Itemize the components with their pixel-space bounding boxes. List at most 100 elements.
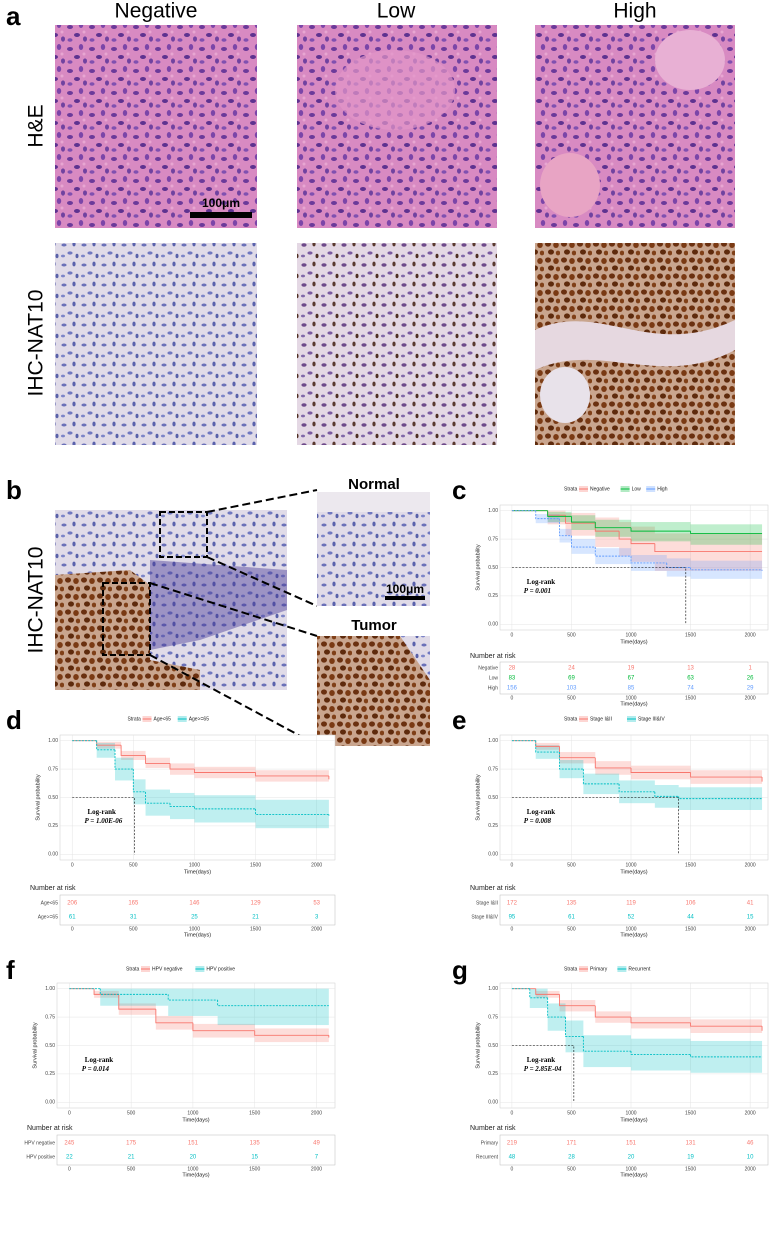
x-axis-label: Time(days) [620,1172,647,1178]
risk-row-label: Primary [481,1140,499,1146]
risk-count: 219 [507,1141,518,1147]
x-axis-label: Time(days) [620,932,647,938]
risk-table [59,894,336,926]
panel-label: c [452,475,466,505]
survival-step [167,994,218,1001]
survival-step [654,543,691,553]
x-tick-label: 2000 [745,632,756,638]
confidence-band [690,533,763,571]
x-tick-label: 1500 [685,1110,696,1116]
confidence-band [96,742,115,758]
survival-step [630,556,667,564]
zoom-box [159,511,208,558]
y-tick-label: 0.75 [488,536,498,542]
risk-count: 151 [188,1141,199,1147]
y-tick-label: 1.00 [488,986,498,992]
tumor-region [55,570,200,690]
risk-count: 165 [128,901,139,907]
survival-step [690,531,763,534]
risk-count: 69 [568,676,575,682]
legend-label: Primary [590,966,608,972]
survival-step [99,988,169,995]
risk-row-label: Stage I&II [476,900,498,906]
risk-count: 61 [69,915,76,921]
risk-table [56,1134,336,1166]
survival-step [254,1030,329,1036]
risk-count: 245 [64,1141,75,1147]
x-tick-label: 500 [567,926,576,932]
confidence-band [595,519,632,537]
risk-count: 7 [315,1155,319,1161]
x-tick-label: 1000 [625,862,636,868]
risk-count: 95 [509,915,516,921]
survival-step [193,806,256,810]
inset-label: Tumor [351,617,397,634]
risk-count: 119 [626,901,636,907]
y-tick-label: 0.25 [45,1071,55,1077]
panel-label: a [6,1,21,31]
confidence-band [255,799,329,829]
risk-count: 135 [566,901,577,907]
x-tick-label: 1500 [249,1110,260,1116]
x-axis-label: Time(days) [620,869,647,875]
x-tick-label: 500 [127,1110,136,1116]
risk-title: Number at risk [470,653,516,660]
risk-count: 20 [190,1155,197,1161]
survival-step [145,791,170,804]
x-tick-label: 1500 [249,1166,260,1172]
stroma [540,367,590,423]
y-tick-label: 1.00 [48,738,58,744]
risk-count: 103 [566,686,577,692]
inset-image [400,636,430,680]
confidence-band [654,533,691,571]
survival-step [132,769,146,793]
scale-bar [190,212,252,218]
legend-title: Strata [564,716,578,722]
confidence-band [678,787,763,810]
x-tick-label: 1000 [187,1166,198,1172]
he-region [335,50,455,130]
risk-count: 83 [509,676,516,682]
inset-label: Normal [348,476,400,493]
risk-title: Number at risk [470,1125,516,1132]
x-tick-label: 2000 [745,862,756,868]
risk-title: Number at risk [470,885,516,892]
risk-table [499,894,769,926]
confidence-band [690,560,763,579]
x-axis-label: Time(days) [620,1117,647,1123]
x-tick-label: 500 [567,695,576,701]
risk-count: 20 [628,1155,635,1161]
confidence-band [145,757,170,768]
y-tick-label: 0.75 [488,1014,498,1020]
x-tick-label: 0 [511,1110,514,1116]
y-tick-label: 0.75 [45,1014,55,1020]
survival-step [559,518,572,537]
stroma [535,320,735,370]
panel-label: b [6,475,22,505]
confidence-band [571,515,596,530]
risk-count: 61 [568,915,575,921]
y-tick-label: 0.50 [488,565,498,571]
risk-count: 13 [687,666,694,672]
survival-step [93,988,119,995]
x-tick-label: 1000 [625,695,636,701]
confidence-band [100,988,169,1006]
confidence-band [170,792,195,820]
survival-step [618,531,632,540]
survival-step [118,994,156,1010]
risk-count: 175 [126,1141,137,1147]
survival-step [618,783,655,793]
survival-step [690,567,763,571]
scale-bar-label: 100μm [202,196,240,210]
risk-count: 24 [568,666,575,672]
row-label: IHC-NAT10 [25,290,48,397]
risk-row-label: Low [489,675,499,681]
x-tick-label: 1000 [189,862,200,868]
legend-label: Stage III&IV [638,716,665,722]
x-tick-label: 0 [511,862,514,868]
survival-step [535,740,560,753]
scale-bar-label: 100μm [386,582,424,596]
risk-count: 25 [191,915,198,921]
survival-step [630,527,691,532]
risk-row-label: Age<65 [41,900,59,906]
